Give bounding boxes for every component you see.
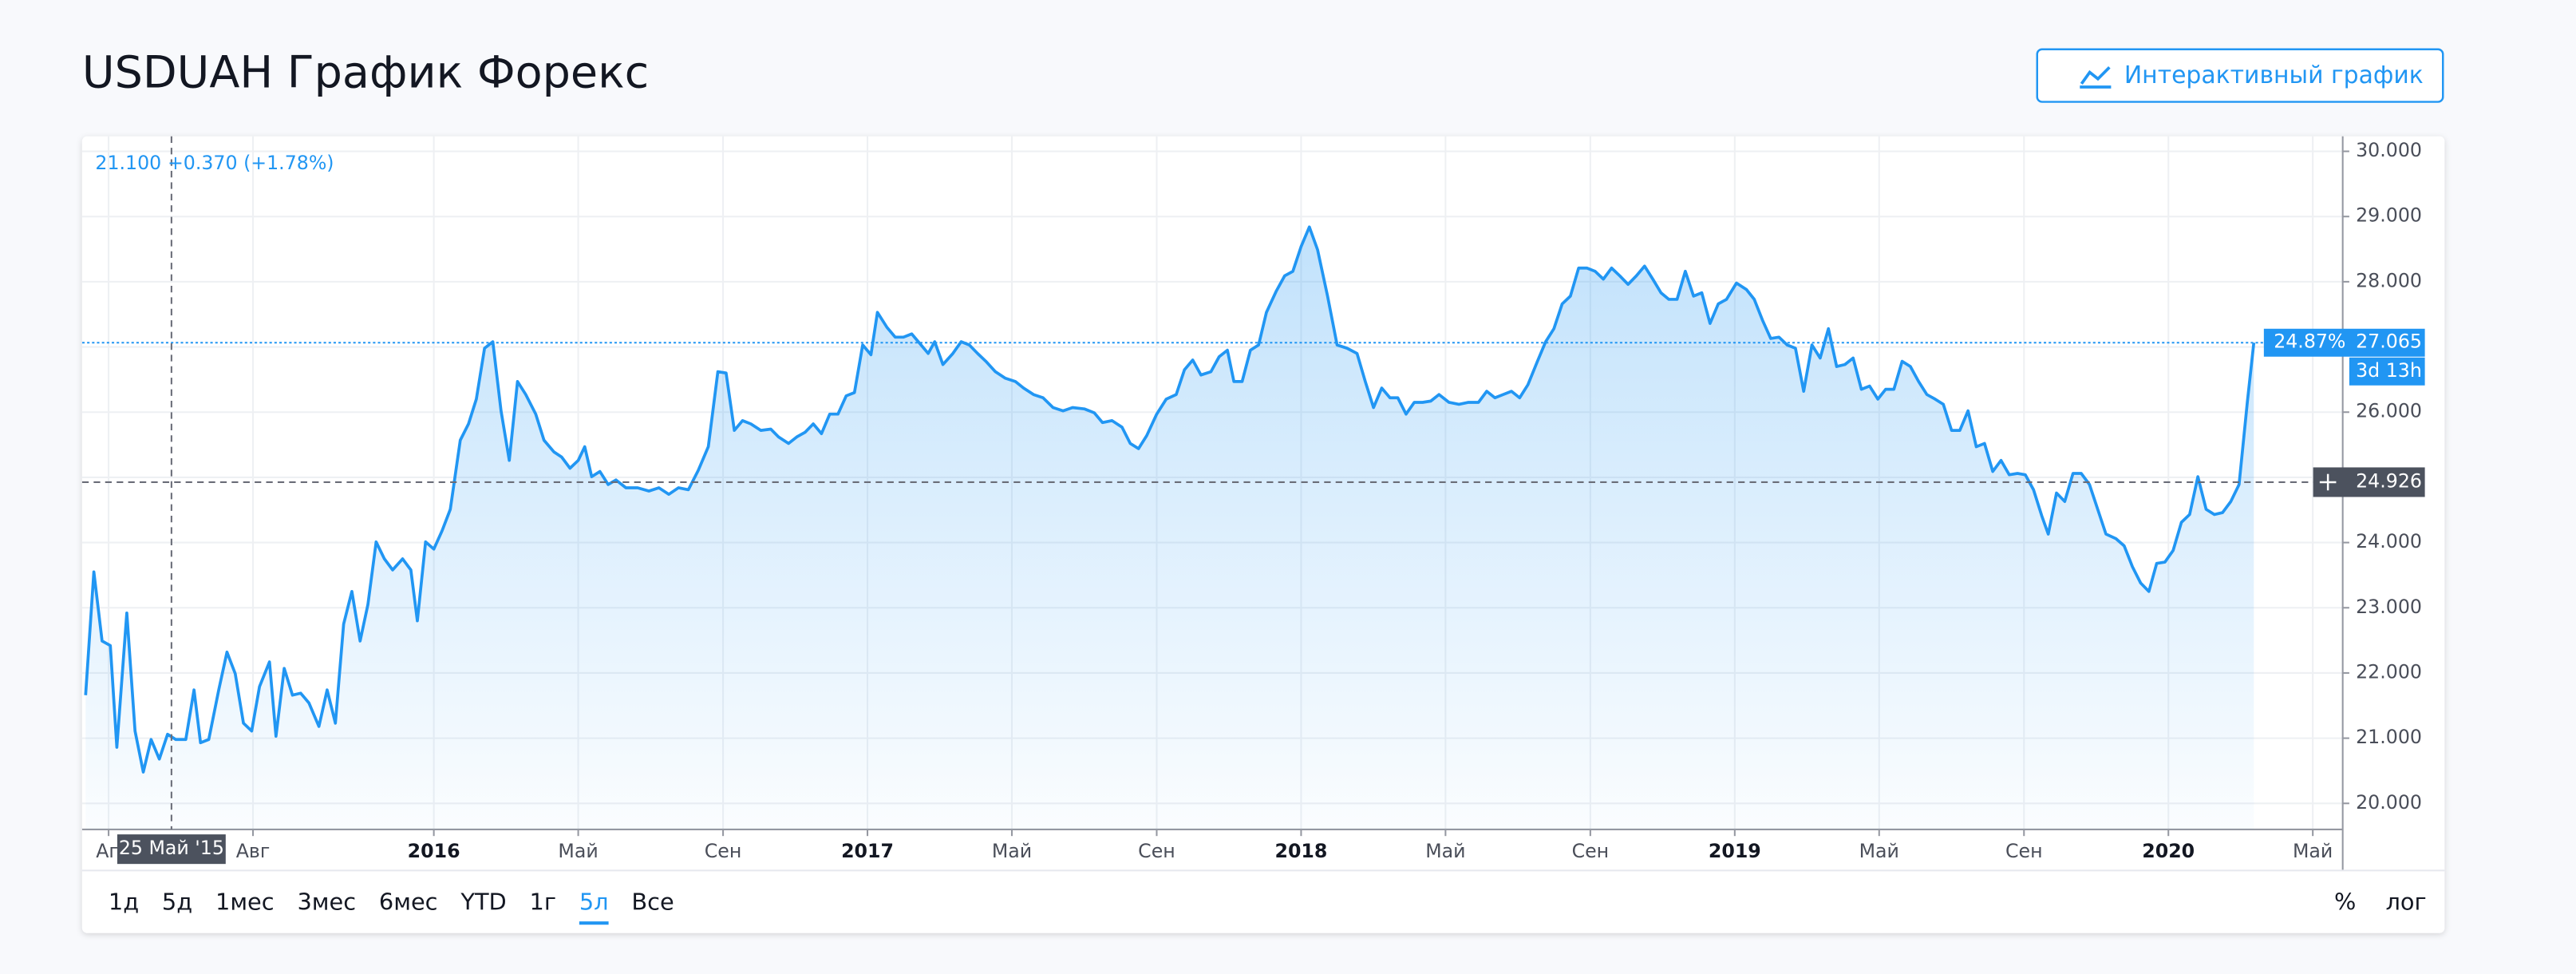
crosshair-date-label: 25 Май '15	[119, 837, 224, 859]
x-tick-label: Май	[992, 840, 1032, 862]
x-tick-label: Май	[1859, 840, 1899, 862]
button-label[interactable]: Интерактивный график	[2124, 61, 2424, 89]
legend-value: 21.100	[95, 152, 161, 174]
last-price-label: 27.065	[2356, 331, 2422, 353]
scale-button[interactable]: %	[2334, 889, 2356, 916]
x-tick-label: Авг	[236, 840, 271, 862]
x-tick-label: 2016	[408, 840, 460, 862]
range-button[interactable]: 1мес	[215, 889, 275, 916]
range-button[interactable]: 1д	[109, 889, 139, 916]
range-button[interactable]: 3мес	[297, 889, 356, 916]
x-tick-label: 2019	[1709, 840, 1761, 862]
price-line	[84, 225, 2256, 774]
last-price-tag	[2263, 328, 2425, 357]
button-frame[interactable]	[2036, 48, 2444, 103]
x-tick-label: Сен	[705, 840, 742, 862]
crosshair-date-tag	[117, 834, 226, 865]
y-tick-label: 30.000	[2356, 139, 2422, 161]
countdown-label: 3d 13h	[2356, 359, 2422, 382]
x-tick-label: 2020	[2142, 840, 2195, 862]
area	[85, 227, 2254, 829]
y-tick-label: 23.000	[2356, 596, 2422, 618]
y-tick-label: 20.000	[2356, 791, 2422, 814]
range-button[interactable]: Все	[631, 889, 674, 916]
x-tick-label: Ап	[96, 840, 121, 862]
y-tick-label: 24.000	[2356, 530, 2422, 552]
y-tick-label: 21.000	[2356, 726, 2422, 748]
interactive-chart-button[interactable]: Интерактивный график	[2036, 48, 2444, 103]
plot: 20.00021.00022.00023.00024.00025.00026.0…	[81, 136, 2425, 871]
scale-button[interactable]: лог	[2385, 889, 2426, 916]
page-title: USDUAH График Форекс	[82, 47, 649, 99]
range-button[interactable]: 6мес	[379, 889, 438, 916]
x-tick-label: Сен	[1138, 840, 1175, 862]
x-tick-label: Май	[2293, 840, 2333, 862]
x-tick-label: Сен	[2005, 840, 2043, 862]
legend-change: +0.370 (+1.78%)	[168, 152, 334, 174]
range-button[interactable]: 5л	[579, 889, 609, 916]
range-button[interactable]: 1г	[530, 889, 556, 916]
x-tick-label: 2017	[841, 840, 894, 862]
y-tick-label: 28.000	[2356, 269, 2422, 291]
crosshair-price-label: 24.926	[2356, 469, 2422, 492]
range-button[interactable]: YTD	[460, 889, 506, 916]
button-icon	[2080, 66, 2111, 85]
y-tick-label: 22.000	[2356, 660, 2422, 683]
x-tick-label: Май	[1425, 840, 1465, 862]
x-tick-label: Сен	[1572, 840, 1610, 862]
x-tick-label: Май	[558, 840, 598, 862]
last-change-label: 24.87%	[2274, 331, 2345, 353]
range-button[interactable]: 5д	[162, 889, 192, 916]
toolbar: 1д 5д 1мес 3мес 6мес YTD 1г 5л Все лог%	[109, 889, 2427, 925]
countdown-tag	[2349, 357, 2425, 386]
x-tick-label: 2018	[1274, 840, 1327, 862]
y-tick-label: 26.000	[2356, 400, 2422, 422]
y-tick-label: 29.000	[2356, 204, 2422, 227]
